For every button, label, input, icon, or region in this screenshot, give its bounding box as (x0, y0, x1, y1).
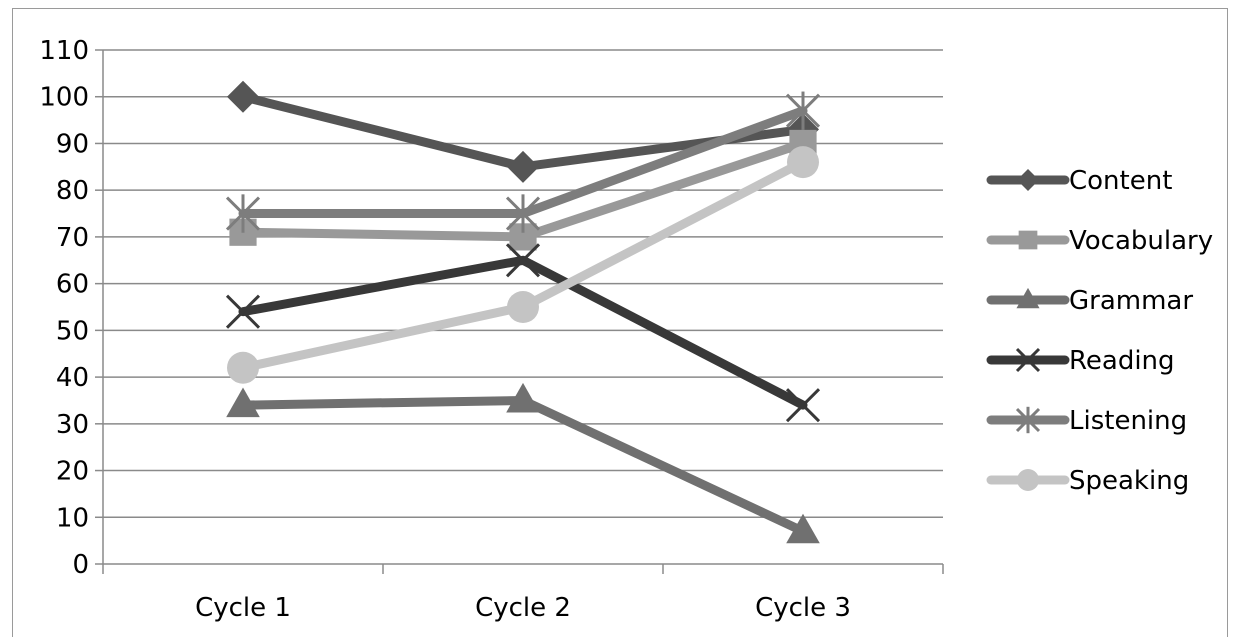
chart-frame: 0 10 20 30 40 50 60 70 80 90 100 110 Cycle 1 Cycle 2 C… (12, 8, 1228, 637)
x-tick-label: Cycle 2 (475, 593, 571, 623)
series-reading (225, 243, 821, 423)
y-tick-label: 110 (39, 36, 89, 66)
series-grammar (226, 382, 820, 544)
data-point-grammar (226, 387, 260, 418)
y-tick-label: 30 (56, 410, 89, 440)
series-speaking (227, 146, 819, 384)
legend-item-vocabulary: Vocabulary (986, 226, 1213, 256)
legend-marker-listening (1015, 406, 1041, 434)
y-tick-label: 10 (56, 503, 89, 533)
y-tick-label: 90 (56, 129, 89, 159)
y-tick-label: 80 (56, 176, 89, 206)
y-tick-label: 60 (56, 270, 89, 300)
data-point-grammar (786, 513, 820, 544)
data-point-listening (225, 194, 261, 233)
legend-label: Vocabulary (1069, 226, 1213, 256)
data-point-speaking (507, 291, 539, 323)
data-point-listening (785, 91, 821, 130)
series-line-grammar (238, 395, 808, 536)
legend-label: Speaking (1069, 466, 1189, 496)
legend-label: Grammar (1069, 286, 1193, 316)
data-point-reading (785, 388, 821, 423)
legend-marker-content (1017, 169, 1039, 191)
legend-item-listening: Listening (986, 406, 1187, 436)
data-point-speaking (227, 351, 259, 384)
series-listening (225, 91, 821, 233)
legend-item-content: Content (986, 166, 1172, 196)
legend-item-grammar: Grammar (986, 286, 1193, 316)
y-tick-label: 50 (56, 316, 89, 346)
data-point-content (507, 150, 539, 183)
legend-label: Reading (1069, 346, 1175, 376)
axes: 0 10 20 30 40 50 60 70 80 90 100 110 Cycle 1 Cycle 2 C… (39, 36, 944, 623)
y-tick-label: 20 (56, 457, 89, 487)
gridlines (103, 49, 943, 519)
series-layer (225, 80, 821, 544)
data-point-reading (505, 243, 541, 278)
legend-label: Listening (1069, 406, 1187, 436)
legend-marker-speaking (1017, 469, 1039, 491)
line-chart: 0 10 20 30 40 50 60 70 80 90 100 110 Cycle 1 Cycle 2 C… (39, 36, 1213, 623)
data-point-speaking (787, 146, 819, 179)
x-tick-label: Cycle 1 (195, 593, 291, 623)
data-point-listening (505, 194, 541, 233)
y-tick-label: 100 (39, 83, 89, 113)
data-point-reading (225, 294, 261, 329)
x-tick-label: Cycle 3 (755, 593, 851, 623)
data-point-grammar (506, 382, 540, 413)
y-tick-label: 70 (56, 223, 89, 253)
legend-item-speaking: Speaking (986, 466, 1189, 496)
y-tick-label: 0 (72, 550, 89, 580)
legend-marker-grammar (1016, 287, 1040, 309)
legend: Content Vocabulary Grammar Reading Listening… (986, 166, 1213, 496)
legend-marker-vocabulary (1018, 230, 1038, 250)
legend-label: Content (1069, 166, 1172, 196)
legend-marker-reading (1015, 347, 1041, 373)
y-tick-label: 40 (56, 363, 89, 393)
legend-item-reading: Reading (986, 346, 1175, 376)
data-point-content (227, 80, 259, 113)
